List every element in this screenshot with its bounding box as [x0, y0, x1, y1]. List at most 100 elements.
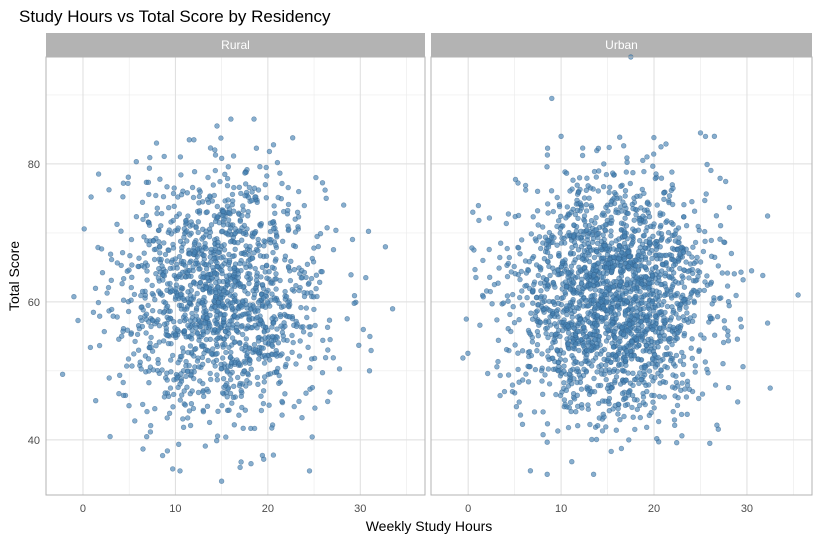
- y-tick-label: 80: [28, 159, 40, 171]
- data-point: [601, 161, 607, 167]
- data-point: [309, 434, 315, 440]
- data-point: [674, 383, 681, 389]
- data-point: [702, 133, 709, 140]
- data-point: [183, 334, 189, 340]
- data-point: [179, 353, 185, 360]
- data-point: [795, 292, 801, 298]
- data-point: [480, 257, 486, 264]
- data-point: [285, 201, 292, 208]
- data-point: [622, 311, 628, 317]
- data-point: [203, 308, 209, 314]
- data-point: [527, 468, 534, 474]
- data-point: [119, 281, 125, 287]
- data-point: [167, 385, 174, 391]
- data-point: [198, 323, 204, 329]
- data-point: [107, 251, 114, 257]
- data-point: [651, 352, 658, 358]
- data-point: [162, 251, 169, 258]
- data-point: [679, 371, 686, 378]
- data-point: [543, 330, 549, 337]
- data-point: [221, 315, 227, 322]
- data-point: [270, 225, 277, 232]
- data-point: [203, 284, 210, 291]
- data-point: [696, 227, 702, 234]
- data-point: [563, 303, 570, 309]
- data-point: [460, 355, 466, 361]
- data-point: [213, 313, 220, 319]
- data-point: [643, 228, 649, 234]
- data-point: [214, 214, 221, 220]
- data-point: [572, 341, 579, 347]
- data-point: [120, 194, 126, 200]
- data-point: [720, 361, 726, 367]
- data-point: [548, 345, 554, 351]
- data-point: [180, 295, 186, 302]
- facet-strip-rural: [46, 33, 425, 57]
- data-point: [260, 323, 267, 329]
- data-point: [327, 389, 333, 395]
- data-point: [714, 314, 721, 320]
- data-point: [574, 182, 580, 188]
- data-point: [187, 260, 193, 266]
- data-point: [178, 371, 184, 377]
- data-point: [578, 386, 585, 392]
- data-point: [644, 326, 650, 332]
- data-point: [546, 263, 552, 270]
- data-point: [568, 263, 574, 269]
- data-point: [290, 135, 296, 141]
- data-point: [602, 227, 608, 233]
- data-point: [155, 275, 162, 281]
- data-point: [565, 341, 571, 347]
- data-point: [319, 370, 326, 376]
- data-point: [204, 403, 211, 409]
- data-point: [200, 380, 206, 387]
- data-point: [231, 422, 238, 428]
- data-point: [525, 379, 532, 385]
- data-point: [118, 228, 124, 234]
- data-point: [228, 116, 234, 122]
- data-point: [686, 275, 692, 281]
- data-point: [622, 188, 629, 194]
- data-point: [299, 415, 305, 421]
- data-point: [537, 319, 544, 326]
- data-point: [516, 294, 523, 301]
- data-point: [223, 434, 229, 440]
- data-point: [579, 145, 586, 151]
- data-point: [519, 348, 526, 354]
- data-point: [230, 153, 237, 159]
- data-point: [630, 306, 636, 313]
- data-point: [646, 250, 653, 256]
- data-point: [668, 315, 674, 321]
- data-point: [625, 263, 632, 269]
- data-point: [620, 143, 627, 149]
- data-point: [178, 192, 185, 198]
- data-point: [177, 154, 184, 160]
- data-point: [268, 237, 274, 243]
- data-point: [228, 287, 235, 294]
- data-point: [129, 363, 135, 369]
- data-point: [689, 254, 695, 260]
- data-point: [568, 209, 574, 215]
- data-point: [658, 231, 665, 237]
- data-point: [562, 289, 568, 295]
- data-point: [225, 197, 231, 203]
- data-point: [618, 445, 625, 452]
- data-point: [617, 344, 623, 351]
- data-point: [241, 368, 247, 374]
- data-point: [348, 272, 354, 278]
- data-point: [519, 288, 525, 294]
- data-point: [642, 219, 648, 225]
- data-point: [696, 269, 703, 275]
- data-point: [171, 391, 177, 398]
- data-point: [160, 277, 166, 283]
- facet-panel-rural: Rural: [45, 33, 426, 496]
- data-point: [256, 356, 262, 362]
- data-point: [510, 304, 516, 310]
- data-point: [245, 209, 251, 215]
- data-point: [275, 340, 282, 346]
- data-point: [592, 292, 598, 299]
- data-point: [555, 218, 562, 224]
- data-point: [147, 429, 154, 435]
- data-point: [680, 275, 686, 281]
- data-point: [591, 168, 598, 175]
